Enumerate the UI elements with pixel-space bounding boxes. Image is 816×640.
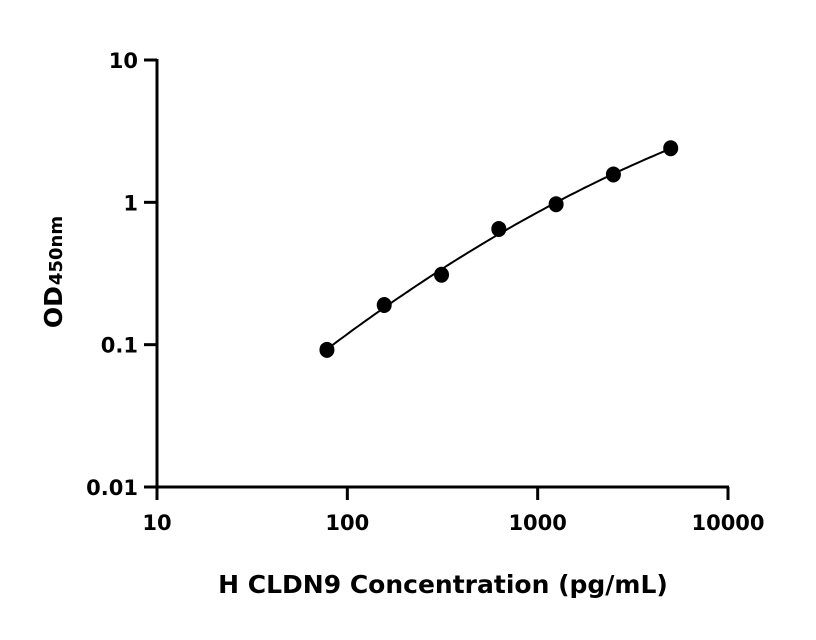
ticks: 10 100 1000 10000 0.01 0.1 1 10 xyxy=(86,49,764,535)
data-point xyxy=(605,166,621,183)
data-point xyxy=(376,296,392,313)
y-axis-label-main: OD xyxy=(39,286,68,328)
y-tick-label: 10 xyxy=(109,49,138,73)
data-point xyxy=(319,341,335,358)
data-point xyxy=(434,266,450,283)
y-tick-label: 0.01 xyxy=(86,476,138,500)
x-tick-label: 10 xyxy=(142,511,171,535)
x-tick-label: 10000 xyxy=(691,511,764,535)
y-axis-label-subscript: 450nm xyxy=(46,216,67,285)
data-point xyxy=(491,220,507,237)
y-tick-label: 1 xyxy=(123,191,138,215)
data-point xyxy=(663,140,679,157)
x-tick-label: 1000 xyxy=(508,511,566,535)
x-axis-label: H CLDN9 Concentration (pg/mL) xyxy=(218,570,668,599)
data-point xyxy=(548,196,564,213)
data-points xyxy=(319,140,679,358)
x-tick-label: 100 xyxy=(325,511,369,535)
axes xyxy=(155,59,729,489)
y-axis-label: OD450nm xyxy=(39,216,68,328)
y-tick-label: 0.1 xyxy=(101,334,138,358)
